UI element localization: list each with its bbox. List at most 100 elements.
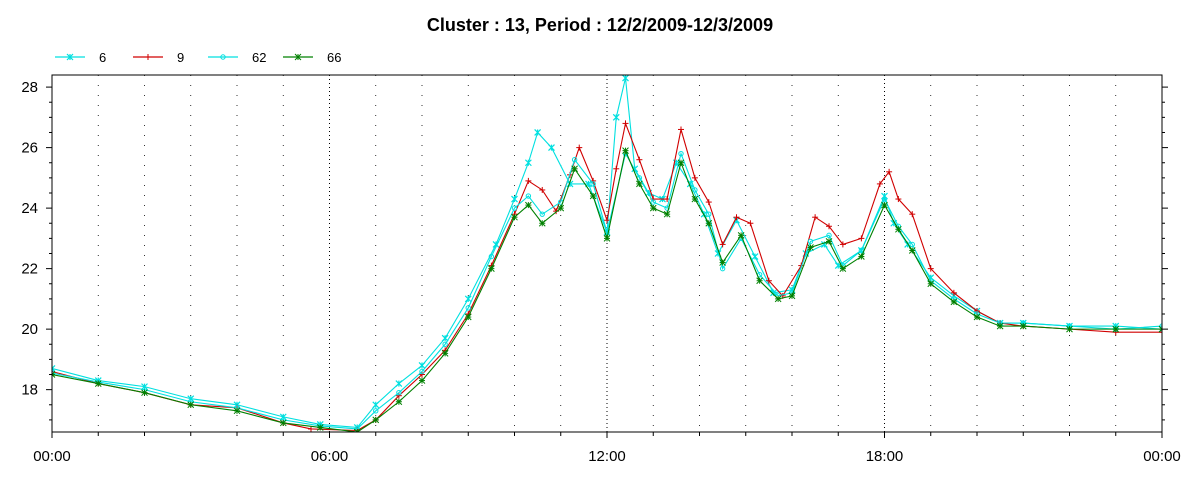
data-point-9 — [691, 174, 698, 181]
data-point-9 — [308, 425, 314, 432]
data-point-66 — [719, 259, 726, 266]
data-point-66 — [756, 277, 763, 285]
legend-item-6: 6 — [55, 50, 106, 65]
data-point-9 — [1159, 329, 1162, 336]
data-point-62 — [419, 368, 425, 375]
legend-marker — [294, 53, 302, 61]
data-point-9 — [604, 217, 610, 224]
data-point-9 — [395, 392, 402, 399]
data-point-66 — [1019, 322, 1027, 330]
data-point-6 — [548, 144, 555, 152]
chart-title: Cluster : 13, Period : 12/2/2009-12/3/20… — [427, 15, 773, 35]
grid — [97, 75, 1117, 432]
data-point-9 — [719, 241, 726, 248]
data-point-66 — [705, 219, 713, 227]
legend: 6 9 62 66 — [55, 50, 341, 65]
series-line-9 — [52, 121, 1162, 432]
data-point-66 — [825, 238, 833, 245]
data-point-62 — [590, 181, 596, 187]
data-point-66 — [636, 180, 643, 188]
data-point-66 — [807, 244, 814, 251]
y-tick-label: 18 — [21, 382, 38, 399]
data-point-62 — [678, 150, 684, 157]
data-point-62 — [719, 265, 726, 272]
data-point-66 — [557, 204, 565, 212]
data-point-66 — [525, 201, 532, 209]
y-tick-label: 22 — [21, 261, 38, 278]
y-tick-label: 20 — [21, 321, 38, 338]
data-point-66 — [663, 210, 671, 218]
data-point-9 — [678, 126, 684, 133]
legend-label: 66 — [327, 50, 341, 65]
data-point-66 — [395, 398, 403, 406]
data-point-62 — [571, 157, 578, 163]
data-point-66 — [441, 349, 449, 357]
data-point-66 — [488, 265, 495, 272]
data-point-6 — [464, 295, 472, 303]
data-point-62 — [807, 238, 814, 245]
legend-label: 6 — [99, 50, 106, 65]
series-6 — [52, 75, 1162, 431]
data-point-62 — [881, 196, 888, 202]
data-point-66 — [677, 159, 685, 167]
series-line-66 — [52, 148, 1162, 432]
data-point-62 — [826, 232, 832, 239]
data-point-66 — [279, 419, 287, 427]
data-point-66 — [511, 213, 518, 221]
data-point-66 — [538, 219, 546, 227]
legend-label: 9 — [177, 50, 184, 65]
x-tick-label: 18:00 — [866, 448, 904, 465]
data-point-9 — [636, 156, 643, 163]
legend-marker — [66, 53, 74, 61]
data-point-6 — [511, 195, 518, 203]
data-point-62 — [525, 193, 532, 199]
legend-item-62: 62 — [208, 50, 266, 65]
data-point-9 — [950, 289, 957, 296]
data-point-9 — [705, 199, 712, 206]
data-point-66 — [973, 313, 981, 321]
data-point-66 — [1158, 325, 1162, 333]
legend-item-9: 9 — [133, 50, 184, 65]
data-point-66 — [950, 298, 958, 306]
y-tick-label: 28 — [21, 79, 38, 96]
data-point-9 — [858, 235, 865, 242]
data-point-66 — [1066, 325, 1073, 333]
series-layer — [52, 75, 1162, 432]
data-point-62 — [650, 199, 656, 205]
data-point-66 — [927, 280, 935, 288]
data-point-6 — [751, 253, 759, 260]
data-point-9 — [876, 180, 883, 187]
data-point-66 — [881, 201, 888, 209]
data-point-9 — [974, 307, 980, 314]
data-point-66 — [141, 389, 148, 397]
data-point-9 — [539, 186, 546, 193]
x-tick-label: 00:00 — [1143, 448, 1181, 465]
y-tick-label: 26 — [21, 140, 38, 157]
data-point-66 — [603, 235, 611, 242]
data-point-66 — [1112, 325, 1120, 333]
y-axis: 18 20 22 24 26 28 — [21, 79, 1168, 421]
data-point-6 — [52, 365, 56, 372]
data-point-9 — [812, 214, 819, 221]
data-point-62 — [396, 389, 402, 396]
series-66 — [52, 147, 1162, 432]
data-point-6 — [524, 159, 532, 167]
data-point-62 — [511, 205, 518, 211]
plot-frame — [51, 74, 1163, 433]
data-point-9 — [909, 211, 916, 218]
data-point-66 — [353, 428, 361, 432]
data-point-62 — [373, 408, 379, 414]
data-point-66 — [858, 253, 865, 260]
legend-marker — [220, 54, 226, 60]
data-point-6 — [622, 75, 629, 82]
data-point-66 — [996, 322, 1004, 330]
series-62 — [52, 150, 1162, 432]
data-point-62 — [1159, 323, 1162, 329]
data-point-62 — [465, 305, 471, 311]
data-point-66 — [372, 416, 380, 424]
data-point-6 — [534, 129, 542, 136]
data-point-66 — [774, 295, 782, 303]
data-point-66 — [895, 225, 902, 233]
data-point-9 — [826, 223, 832, 230]
data-point-66 — [52, 371, 56, 378]
